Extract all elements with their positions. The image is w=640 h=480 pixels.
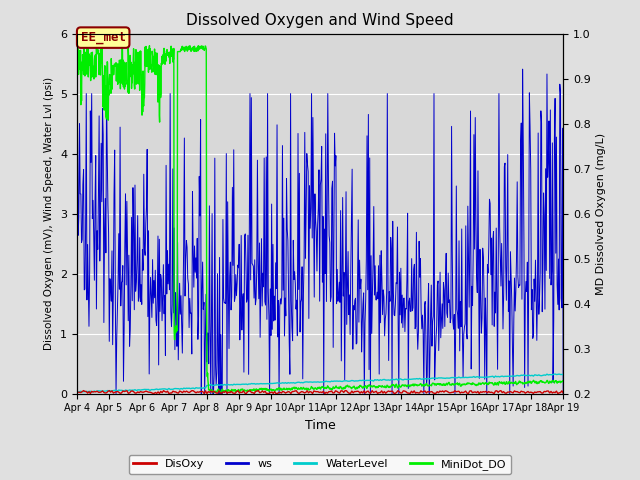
ws [132,279,140,285]
MiniDot_DO [181,47,189,53]
DisOxy [220,389,227,395]
ws [394,224,401,230]
Line: WaterLevel: WaterLevel [77,374,563,392]
MiniDot_DO [170,51,177,57]
Text: EE_met: EE_met [81,31,125,44]
MiniDot_DO [502,381,509,387]
Line: DisOxy: DisOxy [77,391,563,394]
Legend: DisOxy, ws, WaterLevel, MiniDot_DO: DisOxy, ws, WaterLevel, MiniDot_DO [129,455,511,474]
ws [380,287,387,293]
ws [73,145,81,151]
WaterLevel [73,389,81,395]
WaterLevel [243,381,250,387]
MiniDot_DO [459,382,467,388]
WaterLevel [218,382,226,388]
DisOxy [287,391,294,396]
DisOxy [244,389,252,395]
Line: ws: ws [77,69,563,394]
DisOxy [236,390,243,396]
Y-axis label: Dissolved Oxygen (mV), Wind Speed, Water Lvl (psi): Dissolved Oxygen (mV), Wind Speed, Water… [44,77,54,350]
DisOxy [535,389,543,395]
Y-axis label: MD Dissolved Oxygen (mg/L): MD Dissolved Oxygen (mg/L) [596,132,606,295]
ws [112,391,120,396]
WaterLevel [132,388,140,394]
MiniDot_DO [559,378,567,384]
DisOxy [188,388,196,394]
ws [182,256,189,262]
ws [82,227,90,232]
WaterLevel [559,372,567,377]
ws [207,316,215,322]
MiniDot_DO [236,388,244,394]
MiniDot_DO [396,382,403,388]
ws [519,66,527,72]
DisOxy [559,390,567,396]
WaterLevel [532,372,540,378]
ws [559,391,567,396]
WaterLevel [285,380,293,386]
DisOxy [321,391,328,396]
MiniDot_DO [216,390,224,396]
DisOxy [73,389,81,395]
X-axis label: Time: Time [305,419,335,432]
MiniDot_DO [73,31,81,36]
Line: MiniDot_DO: MiniDot_DO [77,34,563,393]
Title: Dissolved Oxygen and Wind Speed: Dissolved Oxygen and Wind Speed [186,13,454,28]
WaterLevel [551,371,559,377]
WaterLevel [234,382,242,387]
DisOxy [132,390,140,396]
